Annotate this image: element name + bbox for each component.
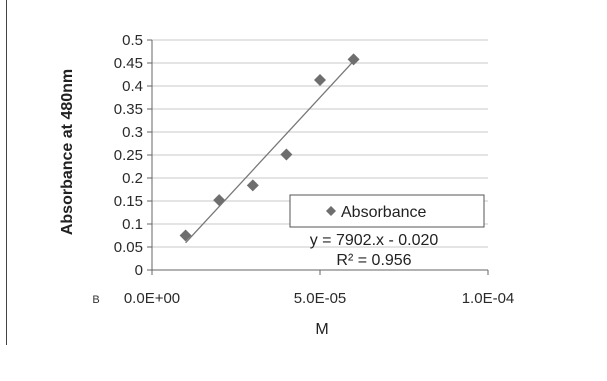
axes xyxy=(147,39,489,275)
legend-entry-label: Absorbance xyxy=(341,204,426,221)
left-margin-rule xyxy=(6,0,7,345)
x-tick-label-1: 5.0E-05 xyxy=(294,290,347,307)
y-tick-label-4: 0.2 xyxy=(122,170,143,187)
y-tick-label-1: 0.05 xyxy=(114,239,143,256)
data-point-5 xyxy=(347,53,360,66)
x-tick-label-2: 1.0E-04 xyxy=(462,290,515,307)
r-squared-label: R² = 0.956 xyxy=(336,252,411,269)
y-tick-label-10: 0.5 xyxy=(122,32,143,49)
trendline-equation: y = 7902.x - 0.020 xyxy=(310,232,439,249)
data-point-2 xyxy=(246,179,259,192)
y-tick-label-2: 0.1 xyxy=(122,216,143,233)
data-point-4 xyxy=(314,74,326,87)
x-axis-title: M xyxy=(315,321,328,338)
data-point-3 xyxy=(280,148,293,161)
x-tick-labels: 0.0E+00 5.0E-05 1.0E-04 xyxy=(124,290,514,307)
legend-diamond-marker xyxy=(326,206,336,216)
y-tick-label-8: 0.4 xyxy=(122,78,143,95)
data-point-1 xyxy=(213,194,226,207)
data-points xyxy=(179,53,360,242)
data-point-0 xyxy=(179,229,192,242)
y-tick-label-6: 0.3 xyxy=(122,124,143,141)
legend-box xyxy=(289,194,485,228)
y-tick-label-5: 0.25 xyxy=(114,147,143,164)
y-tick-label-9: 0.45 xyxy=(114,55,143,72)
linear-trendline xyxy=(185,60,355,244)
y-axis-title: Absorbance at 480nm xyxy=(59,69,76,235)
y-tick-labels: 0 0.05 0.1 0.15 0.2 0.25 0.3 0.35 0.4 0.45 0.5 xyxy=(114,32,143,279)
trendline-group xyxy=(185,60,355,244)
panel-label: B xyxy=(92,294,99,306)
legend: Absorbance xyxy=(289,194,485,228)
y-tick-label-0: 0 xyxy=(135,262,143,279)
x-tick-label-0: 0.0E+00 xyxy=(124,290,180,307)
y-tick-label-3: 0.15 xyxy=(114,193,143,210)
y-tick-label-7: 0.35 xyxy=(114,101,143,118)
